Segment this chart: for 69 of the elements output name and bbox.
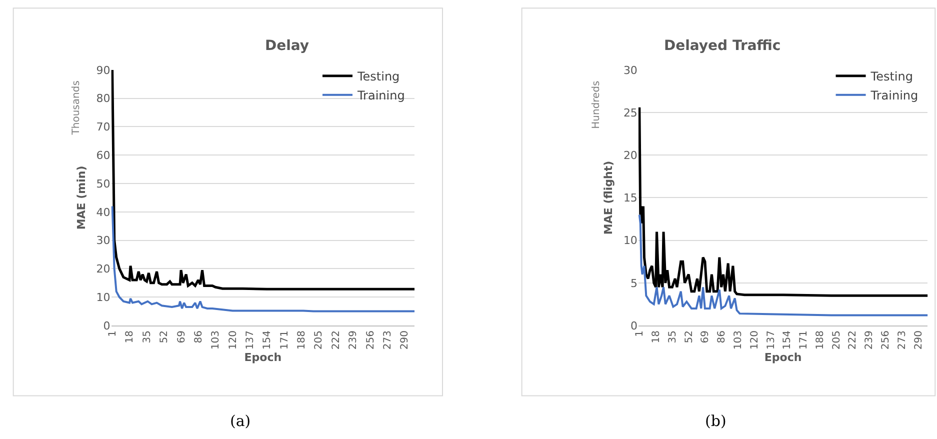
x-tick-label: 154 (782, 330, 794, 350)
x-tick-label: 1 (108, 330, 119, 337)
y-tick-label: 15 (623, 192, 638, 205)
x-tick-label: 171 (798, 330, 810, 350)
y-tick-label: 80 (96, 92, 110, 106)
legend-label: Training (356, 88, 405, 103)
y-tick-label: 70 (96, 120, 110, 134)
x-tick-label: 1 (634, 330, 646, 337)
y-tick-label: 0 (630, 319, 638, 332)
y-axis-title: MAE (min) (74, 166, 88, 230)
x-tick-label: 35 (667, 330, 678, 344)
x-tick-label: 35 (142, 330, 153, 344)
x-tick-label: 86 (193, 330, 204, 344)
x-tick-label: 103 (210, 330, 222, 350)
y-tick-label: 30 (623, 64, 638, 77)
x-tick-label: 120 (228, 330, 239, 350)
x-tick-label: 103 (732, 330, 744, 350)
y-tick-label: 60 (96, 148, 110, 162)
x-tick-label: 290 (400, 330, 411, 350)
x-tick-label: 137 (766, 330, 777, 350)
y-tick-label: 40 (96, 206, 110, 219)
line-series (638, 214, 928, 316)
legend-label: Testing (870, 70, 913, 84)
x-tick-label: 86 (716, 330, 728, 344)
y-tick-label: 20 (623, 148, 638, 162)
text: Thousands (70, 80, 82, 136)
y-tick-label: 0 (103, 319, 110, 332)
x-tick-label: 188 (814, 330, 826, 350)
x-tick-label: 154 (262, 330, 274, 350)
x-axis-title: Epoch (764, 350, 802, 364)
x-tick-label: 256 (880, 330, 892, 350)
y-tick-label: 10 (623, 234, 638, 248)
x-tick-label: 137 (245, 330, 256, 350)
x-tick-label: 205 (314, 330, 325, 350)
text: (a) (230, 412, 251, 430)
x-tick-label: 52 (684, 330, 695, 344)
x-tick-label: 205 (831, 330, 842, 350)
legend-label: Testing (356, 70, 400, 84)
x-tick-label: 273 (896, 330, 908, 350)
x-tick-label: 222 (848, 330, 859, 350)
y-axis-title: MAE (flight) (602, 160, 616, 235)
x-tick-label: 52 (159, 330, 170, 344)
x-tick-label: 188 (296, 330, 308, 350)
y-tick-label: 50 (96, 177, 110, 190)
y-tick-label: 20 (96, 262, 110, 276)
y-tick-label: 5 (630, 276, 638, 290)
x-tick-label: 273 (382, 330, 394, 350)
line-series (638, 106, 928, 297)
x-tick-label: 69 (176, 330, 188, 344)
x-tick-label: 120 (749, 330, 760, 350)
x-tick-label: 69 (700, 330, 712, 344)
x-tick-label: 171 (279, 330, 290, 350)
x-tick-label: 256 (365, 330, 376, 350)
x-tick-label: 290 (913, 330, 924, 350)
x-tick-label: 222 (330, 330, 342, 350)
text: (b) (705, 412, 726, 430)
y-tick-label: 30 (96, 234, 110, 248)
x-tick-label: 18 (651, 330, 662, 344)
x-tick-label: 18 (124, 330, 136, 344)
x-tick-label: 239 (348, 330, 360, 350)
x-tick-label: 239 (864, 330, 876, 350)
legend-label: Training (870, 88, 918, 103)
text: Hundreds (591, 80, 602, 129)
y-tick-label: 25 (623, 106, 638, 120)
y-tick-label: 10 (96, 290, 110, 304)
chart-title: Delayed Traffic (664, 38, 781, 54)
y-tick-label: 90 (96, 64, 110, 77)
x-axis-title: Epoch (244, 350, 282, 364)
chart-title: Delay (265, 38, 310, 54)
